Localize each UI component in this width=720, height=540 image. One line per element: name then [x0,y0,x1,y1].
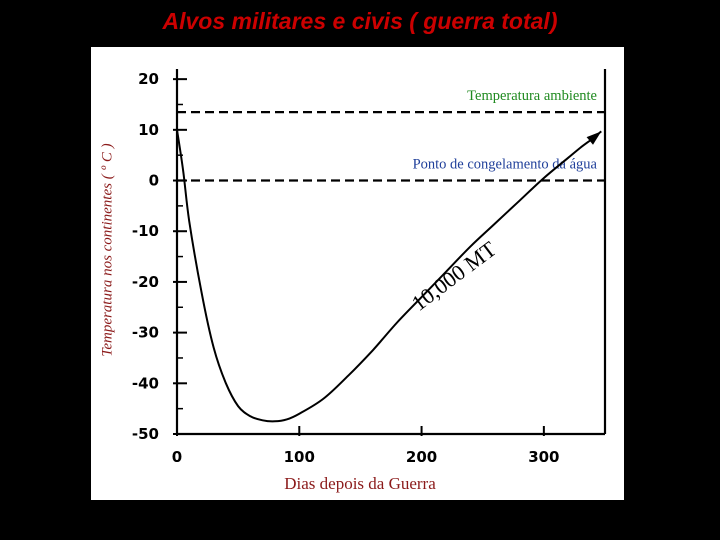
chart-axes [173,69,607,436]
y-tick-label: -50 [132,425,159,443]
y-tick-label: -30 [132,324,159,342]
chart-annotations: 10,000 MT [407,236,502,316]
x-tick-label: 200 [406,448,437,466]
y-tick-label: -10 [132,222,159,240]
reference-lines: Temperatura ambiente Ponto de congelament… [177,88,605,182]
y-axis-label: Temperatura nos continentes ( º C ) [99,143,116,357]
series-annotation: 10,000 MT [407,236,502,316]
x-axis-label: Dias depois da Guerra [284,474,436,493]
y-tick-label: 20 [138,70,159,88]
x-tick-label: 0 [172,448,182,466]
chart-svg: Temperatura ambiente Ponto de congelament… [132,69,607,466]
y-tick-label: 0 [149,172,159,190]
chart-figure: Temperatura ambiente Ponto de congelament… [91,47,624,500]
reference-line-label: Temperatura ambiente [467,88,597,104]
x-tick-label: 100 [284,448,315,466]
y-tick-label: 10 [138,121,159,139]
reference-line-label: Ponto de congelamento da água [413,157,598,173]
y-tick-label: -40 [132,374,159,392]
x-tick-label: 300 [528,448,559,466]
slide-title: Alvos militares e civis ( guerra total) [162,8,558,34]
series-line [176,129,602,423]
y-tick-label: -20 [132,273,159,291]
chart-series [176,129,602,423]
series-arrowhead [586,131,602,145]
